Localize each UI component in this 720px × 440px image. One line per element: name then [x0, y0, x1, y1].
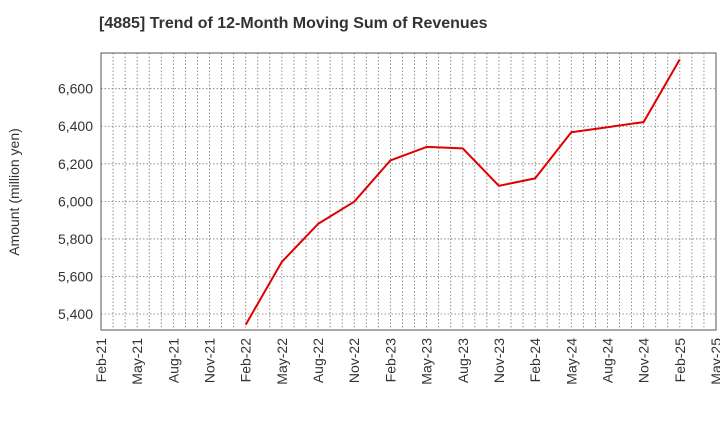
- x-tick-label: Feb-23: [382, 338, 398, 383]
- y-tick-label: 6,200: [58, 156, 93, 172]
- y-tick-label: 6,600: [58, 81, 93, 97]
- y-tick-label: 5,400: [58, 306, 93, 322]
- x-tick-label: Aug-21: [165, 338, 181, 383]
- x-tick-label: Feb-22: [238, 338, 254, 383]
- x-tick-label: Aug-23: [455, 338, 471, 383]
- series-line: [244, 58, 681, 326]
- x-tick-label: May-24: [563, 338, 579, 385]
- y-tick-label: 6,000: [58, 193, 93, 209]
- chart-title: [4885] Trend of 12-Month Moving Sum of R…: [99, 15, 488, 32]
- x-tick-label: May-23: [419, 338, 435, 385]
- x-tick-label: Nov-21: [202, 338, 218, 383]
- x-tick-label: Nov-23: [491, 338, 507, 383]
- y-tick-label: 5,800: [58, 231, 93, 247]
- plot-frame: [100, 52, 717, 331]
- x-tick-label: Aug-24: [599, 338, 615, 383]
- x-tick-label: Feb-21: [93, 338, 109, 383]
- x-tick-label: May-22: [274, 338, 290, 385]
- y-tick-label: 5,600: [58, 268, 93, 284]
- y-tick-label: 6,400: [58, 118, 93, 134]
- x-tick-label: May-21: [129, 338, 145, 385]
- x-tick-label: Feb-25: [672, 338, 688, 383]
- x-tick-label: Feb-24: [527, 338, 543, 383]
- x-tick-label: May-25: [708, 338, 720, 385]
- x-tick-label: Nov-22: [346, 338, 362, 383]
- x-tick-label: Nov-24: [636, 338, 652, 383]
- x-tick-label: Aug-22: [310, 338, 326, 383]
